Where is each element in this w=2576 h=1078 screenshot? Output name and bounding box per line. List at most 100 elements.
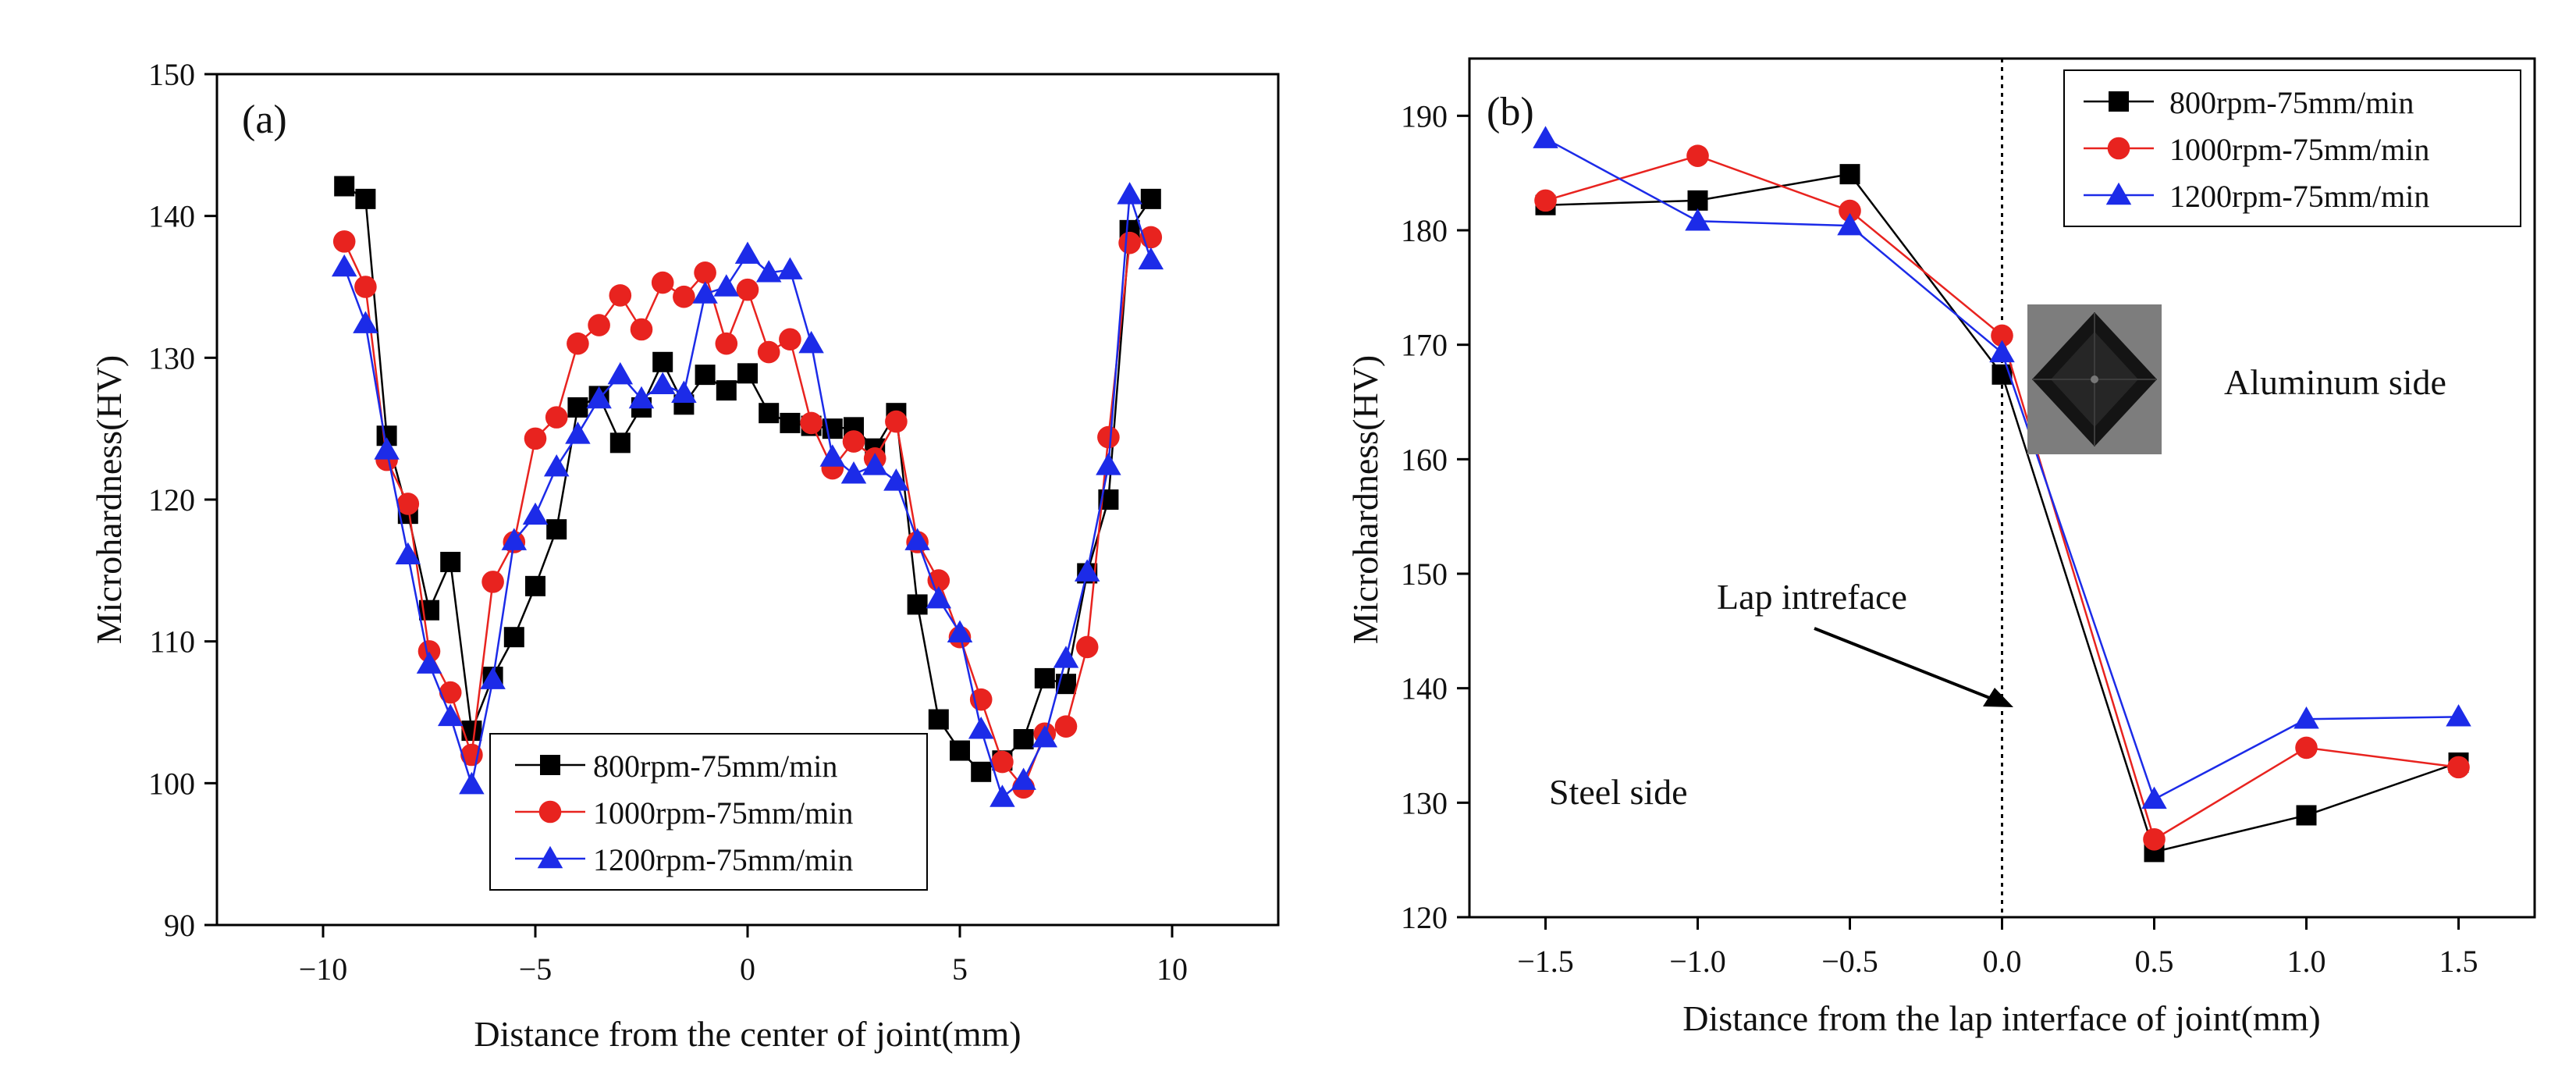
panel-b-x-tick-label: 1.5 bbox=[2439, 944, 2478, 979]
panel-b-legend-label-1000: 1000rpm-75mm/min bbox=[2169, 132, 2429, 167]
panel-b-y-axis-title: Microhardness(HV) bbox=[1345, 355, 1385, 644]
panel-a-data-point bbox=[734, 241, 761, 264]
panel-a-legend-marker bbox=[537, 845, 563, 869]
panel-a-data-point bbox=[437, 703, 464, 727]
panel-a-data-point bbox=[567, 332, 589, 355]
panel-a-data-point bbox=[355, 188, 376, 209]
panel-a-data-point bbox=[651, 271, 674, 294]
panel-a-data-point bbox=[1032, 724, 1058, 748]
panel-b-data-point bbox=[1533, 126, 1558, 148]
panel-a-x-tick-label: −10 bbox=[299, 952, 348, 987]
panel-a-data-point bbox=[1053, 646, 1079, 668]
panel-b-data-point bbox=[1839, 164, 1860, 185]
panel-a-data-point bbox=[1054, 715, 1078, 738]
panel-a-y-tick-label: 140 bbox=[148, 199, 195, 234]
panel-a-data-point bbox=[588, 314, 610, 336]
panel-b-data-marks bbox=[1533, 126, 2471, 863]
panel-a-y-tick-label: 120 bbox=[148, 482, 195, 518]
panel-a-data-point bbox=[440, 551, 461, 572]
panel-b-legend-marker bbox=[2105, 182, 2132, 205]
panel-a-data-point bbox=[968, 717, 994, 739]
panel-a-data-point bbox=[1013, 729, 1034, 750]
panel-a-x-axis-title: Distance from the center of joint(mm) bbox=[474, 1014, 1021, 1054]
panel-a-data-point bbox=[334, 176, 355, 197]
panel-a-y-tick-label: 100 bbox=[148, 766, 195, 801]
panel-a-legend-marker bbox=[540, 755, 560, 775]
panel-b-data-point bbox=[2295, 736, 2318, 760]
panel-a-data-point bbox=[947, 620, 973, 642]
panel-a-x-tick-label: 10 bbox=[1157, 952, 1188, 987]
panel-a-data-point bbox=[545, 406, 568, 429]
panel-a-data-point bbox=[1118, 231, 1141, 254]
panel-b-y-tick-label: 120 bbox=[1401, 900, 1448, 935]
panel-a-data-point bbox=[459, 771, 485, 795]
panel-a-data-point bbox=[416, 651, 442, 674]
panel-a-x-tick-label: 5 bbox=[952, 952, 968, 987]
panel-a-legend-keys bbox=[515, 755, 585, 869]
panel-a-data-point bbox=[609, 432, 631, 454]
panel-a-data-point bbox=[819, 444, 846, 467]
panel-a-data-point bbox=[630, 318, 653, 341]
panel-a-data-point bbox=[1074, 559, 1100, 582]
panel-a-data-point bbox=[1117, 182, 1142, 205]
panel-b-y-tick-label: 170 bbox=[1401, 328, 1448, 363]
panel-a-data-point bbox=[990, 784, 1015, 807]
panel-b-data-point bbox=[2294, 706, 2319, 729]
panel-b-data-point bbox=[1686, 144, 1709, 167]
panel-a-series-line-0 bbox=[343, 185, 1152, 774]
panel-b-data-point bbox=[2446, 704, 2471, 727]
panel-b-y-tick-label: 150 bbox=[1401, 557, 1448, 592]
panel-a-data-point bbox=[628, 386, 655, 409]
panel-a-data-point bbox=[480, 667, 506, 689]
panel-a-legend: 800rpm-75mm/min 1000rpm-75mm/min 1200rpm… bbox=[489, 733, 928, 891]
panel-a-data-point bbox=[503, 627, 524, 648]
panel-a-y-tick-label: 90 bbox=[164, 908, 195, 943]
panel-a-data-point bbox=[1075, 635, 1099, 659]
panel-a-data-point bbox=[525, 575, 545, 596]
panel-a-data-point bbox=[713, 274, 740, 297]
panel-a-data-point bbox=[673, 285, 695, 308]
panel-b-legend-marker bbox=[2107, 137, 2130, 160]
panel-a-data-point bbox=[800, 411, 823, 435]
panel-a-x-tick-label: 0 bbox=[740, 952, 755, 987]
panel-b-x-tick-label: −0.5 bbox=[1821, 944, 1878, 979]
panel-a-y-tick-label: 150 bbox=[148, 57, 195, 92]
panel-a-data-point bbox=[862, 453, 888, 475]
panel-a-data-point bbox=[695, 365, 716, 386]
annotation-aluminum-side: Aluminum side bbox=[2224, 362, 2446, 402]
panel-b-y-tick-label: 140 bbox=[1401, 671, 1448, 706]
panel-a-data-point bbox=[840, 461, 867, 484]
panel-a-data-point bbox=[755, 260, 782, 283]
panel-b-data-point bbox=[2141, 786, 2167, 809]
panel-a-data-point bbox=[1097, 425, 1120, 449]
panel-a-data-point bbox=[395, 542, 421, 565]
panel-a-data-point bbox=[1138, 247, 1164, 270]
panel-a-data-point bbox=[652, 351, 673, 372]
panel-a-data-point bbox=[798, 330, 824, 354]
panel-a-data-point bbox=[567, 397, 588, 418]
panel-a-data-point bbox=[353, 311, 378, 333]
panel-a-y-axis-title: Microhardness(HV) bbox=[89, 355, 129, 644]
panel-a-data-point bbox=[1034, 667, 1055, 688]
panel-b-data-point bbox=[1534, 189, 1557, 212]
panel-a-data-marks bbox=[331, 176, 1164, 807]
panel-a-data-point bbox=[779, 328, 801, 351]
panel-b-data-point bbox=[1839, 199, 1861, 222]
panel-a-legend-label-800: 800rpm-75mm/min bbox=[593, 749, 837, 784]
panel-b-y-tick-label: 190 bbox=[1401, 98, 1448, 133]
panel-b-data-point bbox=[1989, 340, 2015, 363]
panel-a-data-point bbox=[950, 740, 970, 761]
panel-a-data-point bbox=[332, 230, 356, 253]
panel-a-data-point bbox=[780, 412, 801, 433]
panel-b-y-tick-label: 160 bbox=[1401, 442, 1448, 477]
panel-b-data-point bbox=[1837, 212, 1863, 236]
panel-a-ticks: −10 −5 0 5 10 90 100 110 120 130 140 150 bbox=[148, 57, 1188, 987]
panel-b-legend-marker bbox=[2109, 91, 2129, 112]
panel-a-data-point bbox=[439, 681, 462, 704]
panel-a-data-point bbox=[649, 372, 676, 395]
panel-a-data-point bbox=[565, 422, 591, 444]
panel-a-data-point bbox=[1140, 188, 1161, 209]
panel-b-data-point bbox=[1991, 324, 2013, 347]
panel-b-x-tick-label: 1.0 bbox=[2287, 944, 2326, 979]
